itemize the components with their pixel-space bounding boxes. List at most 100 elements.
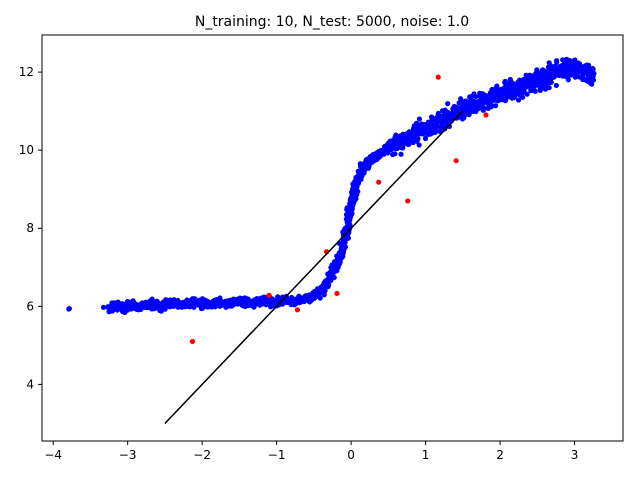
x-tick-label: 0 bbox=[347, 448, 355, 462]
test-point bbox=[113, 303, 120, 309]
test-point bbox=[199, 296, 206, 302]
test-point bbox=[466, 112, 472, 118]
test-point bbox=[416, 142, 422, 148]
test-point bbox=[338, 255, 344, 261]
test-point bbox=[335, 260, 341, 266]
test-point bbox=[542, 86, 549, 92]
test-point bbox=[590, 66, 596, 72]
x-tick-label: −2 bbox=[193, 448, 211, 462]
test-point bbox=[357, 168, 363, 174]
test-point bbox=[515, 97, 522, 103]
test-point bbox=[539, 67, 546, 73]
test-point bbox=[100, 304, 107, 310]
training-point bbox=[189, 338, 196, 345]
axes-frame bbox=[41, 34, 624, 442]
test-point bbox=[416, 125, 422, 131]
test-point bbox=[534, 77, 540, 83]
test-point bbox=[281, 297, 287, 303]
test-point bbox=[587, 80, 593, 86]
test-point bbox=[434, 120, 440, 126]
test-point bbox=[545, 73, 552, 79]
test-point bbox=[537, 86, 543, 92]
test-point bbox=[423, 126, 429, 132]
test-point bbox=[415, 136, 421, 142]
test-point bbox=[346, 213, 353, 219]
test-point bbox=[554, 58, 560, 64]
test-point bbox=[369, 155, 375, 161]
test-point bbox=[478, 98, 485, 104]
test-point bbox=[303, 295, 310, 302]
test-point bbox=[398, 151, 404, 157]
test-point bbox=[467, 102, 473, 108]
test-point bbox=[322, 284, 328, 290]
y-tick-label: 10 bbox=[19, 143, 34, 157]
test-point bbox=[186, 298, 192, 304]
test-point bbox=[400, 137, 406, 144]
test-point bbox=[546, 60, 552, 66]
test-point bbox=[422, 122, 428, 128]
test-point bbox=[445, 114, 451, 120]
test-point bbox=[540, 79, 546, 86]
y-tick-label: 8 bbox=[26, 221, 34, 235]
test-point bbox=[219, 302, 225, 308]
test-point bbox=[347, 217, 353, 223]
test-point bbox=[468, 94, 474, 100]
test-point bbox=[348, 202, 354, 208]
test-point bbox=[394, 145, 400, 152]
test-point bbox=[547, 69, 554, 75]
test-point bbox=[292, 299, 298, 305]
test-point bbox=[568, 72, 574, 78]
test-point bbox=[528, 86, 534, 92]
test-point bbox=[437, 116, 444, 122]
test-point bbox=[508, 80, 514, 86]
fit-line-series bbox=[164, 110, 464, 424]
test-point bbox=[504, 84, 510, 90]
test-point bbox=[203, 301, 209, 307]
test-point bbox=[502, 79, 508, 86]
training-series bbox=[189, 74, 489, 345]
test-point bbox=[236, 298, 242, 304]
test-point bbox=[387, 138, 393, 144]
test-point bbox=[393, 132, 399, 138]
plot-area bbox=[66, 56, 597, 424]
test-point bbox=[456, 108, 462, 114]
training-point bbox=[405, 198, 411, 204]
training-point bbox=[266, 292, 272, 298]
test-point bbox=[547, 78, 553, 84]
test-point bbox=[411, 131, 418, 138]
test-point bbox=[142, 304, 148, 311]
test-point bbox=[553, 82, 559, 89]
test-point bbox=[106, 305, 112, 311]
test-point bbox=[528, 74, 534, 80]
test-point bbox=[512, 93, 518, 99]
test-point bbox=[337, 251, 343, 257]
test-point bbox=[539, 73, 545, 79]
test-point bbox=[524, 91, 530, 97]
test-point bbox=[462, 101, 468, 107]
test-point bbox=[481, 105, 487, 111]
test-point bbox=[501, 89, 507, 95]
test-point bbox=[378, 149, 384, 155]
test-point bbox=[488, 104, 494, 110]
training-point bbox=[294, 307, 301, 313]
test-point bbox=[574, 67, 580, 73]
test-point bbox=[502, 98, 509, 104]
test-point bbox=[563, 73, 569, 79]
test-point bbox=[446, 123, 452, 130]
test-point bbox=[389, 143, 395, 149]
test-point bbox=[568, 65, 574, 71]
test-point bbox=[259, 297, 265, 304]
training-point bbox=[334, 290, 340, 297]
x-tick-label: −3 bbox=[119, 448, 137, 462]
test-point bbox=[329, 268, 336, 274]
test-point bbox=[490, 94, 496, 101]
test-point bbox=[128, 302, 134, 308]
test-point bbox=[473, 108, 479, 115]
x-axis: −4 −3 −2 −1 0 1 2 3 bbox=[44, 441, 578, 462]
test-point bbox=[392, 151, 398, 157]
test-point bbox=[413, 120, 420, 126]
training-point bbox=[376, 179, 382, 185]
test-point bbox=[192, 299, 198, 306]
test-point bbox=[315, 292, 321, 298]
training-point bbox=[453, 158, 459, 164]
